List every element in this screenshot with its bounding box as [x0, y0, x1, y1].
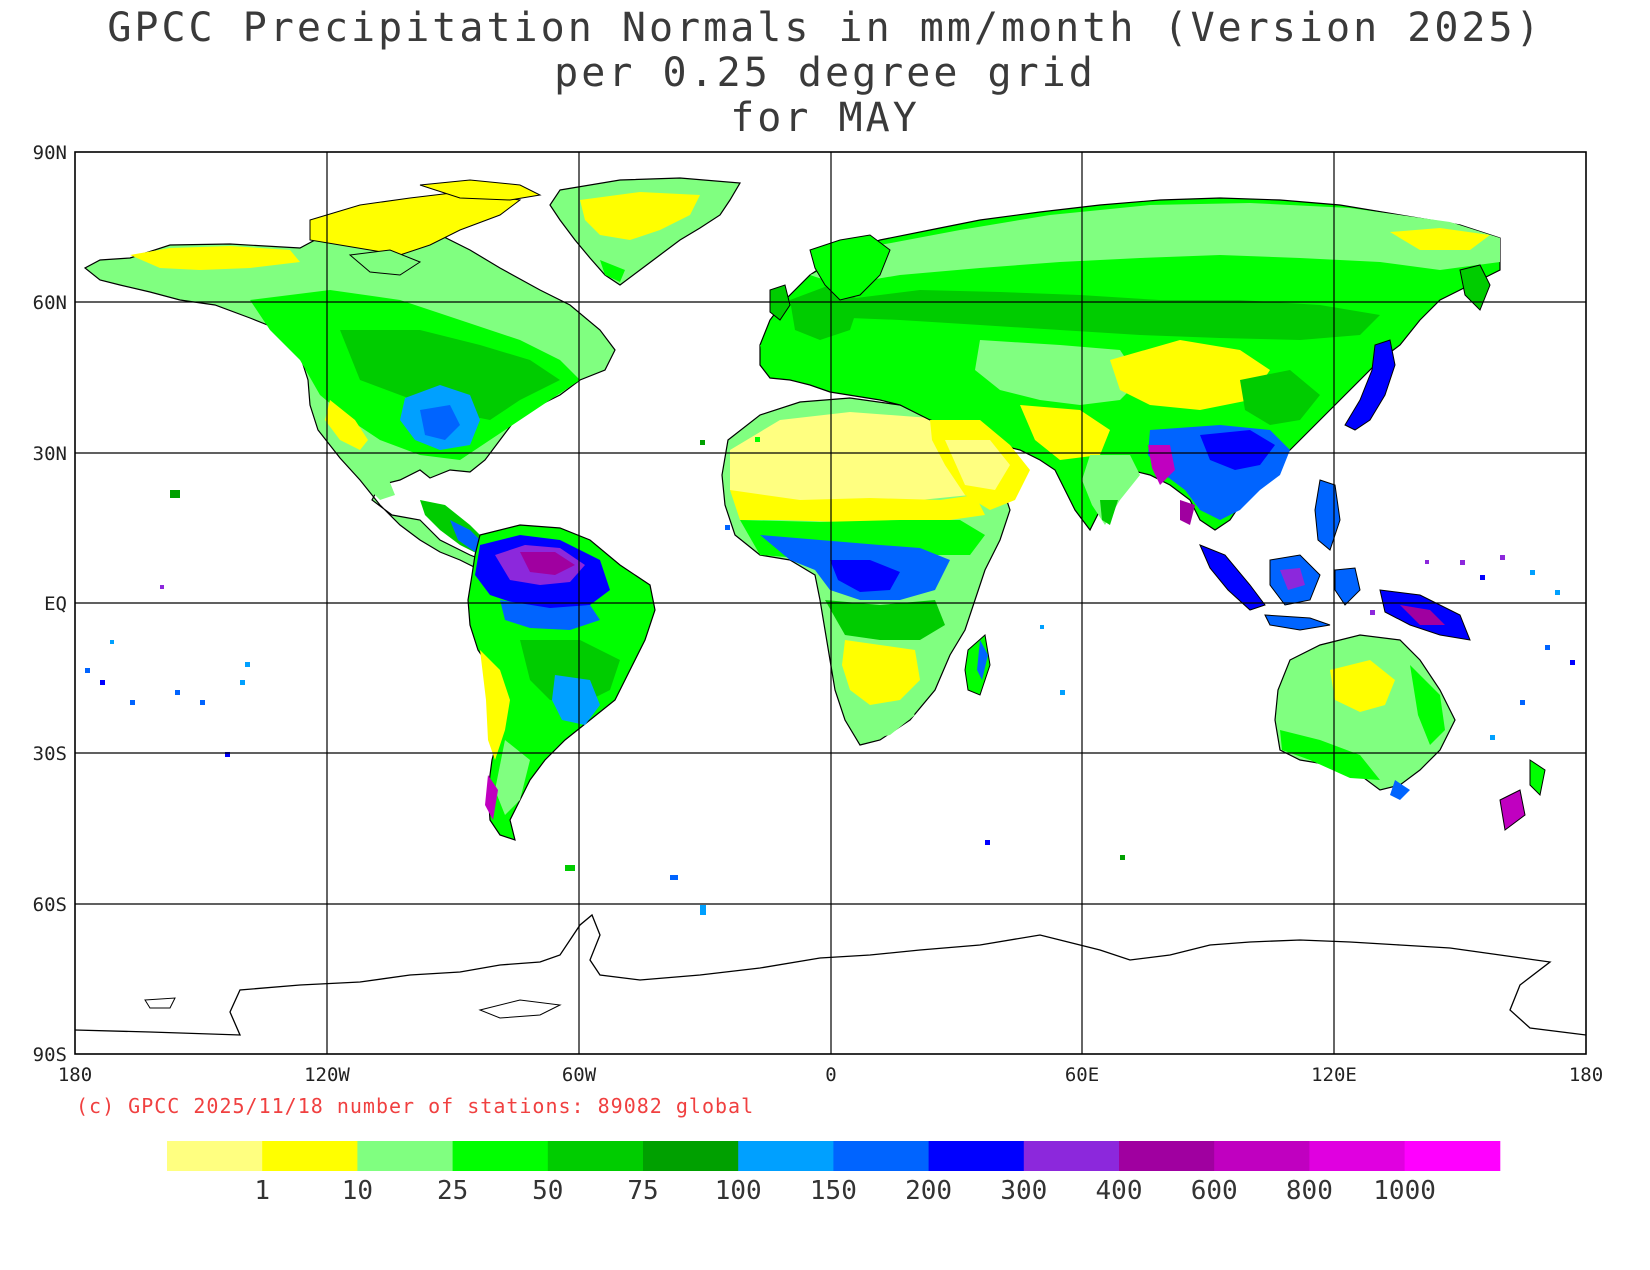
lat-label-90s: 90S — [33, 1044, 67, 1066]
lon-label-0: 0 — [825, 1064, 836, 1086]
lat-label-90n: 90N — [33, 142, 67, 164]
colorbar-swatch — [262, 1141, 358, 1171]
colorbar: 1 10 25 50 75 100 150 200 300 400 600 800 1000 — [167, 1141, 1501, 1206]
latitude-axis: 90N 60N 30N EQ 30S 60S 90S — [33, 142, 67, 1066]
colorbar-swatch — [547, 1141, 644, 1171]
land-layer — [75, 177, 1586, 1036]
colorbar-swatch — [643, 1141, 739, 1171]
colorbar-swatch — [167, 1141, 263, 1171]
lat-label-30n: 30N — [33, 443, 67, 465]
colorbar-label: 100 — [715, 1176, 762, 1206]
lat-label-30s: 30S — [33, 743, 67, 765]
colorbar-swatch — [1309, 1141, 1406, 1171]
lon-label-120w: 120W — [304, 1064, 350, 1086]
colorbar-label: 300 — [1000, 1176, 1047, 1206]
lon-label-60w: 60W — [562, 1064, 597, 1086]
colorbar-label: 10 — [342, 1176, 373, 1206]
credit-text: (c) GPCC 2025/11/18 number of stations: … — [76, 1094, 754, 1118]
colorbar-swatch — [928, 1141, 1025, 1171]
map-frame — [74, 151, 1587, 1055]
sulawesi-landmass — [1334, 567, 1361, 606]
title-line-1: GPCC Precipitation Normals in mm/month (… — [107, 5, 1543, 51]
scandinavia-landmass — [809, 234, 891, 301]
colorbar-swatch — [738, 1141, 834, 1171]
colorbar-label: 150 — [810, 1176, 857, 1206]
sumatra-landmass — [1199, 544, 1266, 611]
colorbar-swatch — [1214, 1141, 1310, 1171]
colorbar-label: 600 — [1191, 1176, 1238, 1206]
colorbar-swatch — [833, 1141, 930, 1171]
colorbar-label: 200 — [905, 1176, 952, 1206]
graticule — [75, 152, 1586, 1054]
lat-label-60s: 60S — [33, 894, 67, 916]
lon-label-180e: 180 — [1569, 1064, 1603, 1086]
lon-label-120e: 120E — [1311, 1064, 1357, 1086]
colorbar-label: 75 — [627, 1176, 658, 1206]
lon-label-180w: 180 — [58, 1064, 92, 1086]
colorbar-label: 25 — [437, 1176, 468, 1206]
lon-label-60e: 60E — [1065, 1064, 1099, 1086]
new-zealand-landmass — [1529, 759, 1546, 797]
colorbar-swatch — [357, 1141, 454, 1171]
colorbar-label: 800 — [1286, 1176, 1333, 1206]
colorbar-label: 400 — [1096, 1176, 1143, 1206]
lat-label-60n: 60N — [33, 292, 67, 314]
colorbar-label: 1000 — [1373, 1176, 1436, 1206]
japan-landmass — [1344, 339, 1396, 431]
colorbar-swatch — [452, 1141, 549, 1171]
colorbar-label: 1 — [254, 1176, 270, 1206]
java-landmass — [1264, 614, 1331, 631]
colorbar-swatch — [1023, 1141, 1120, 1171]
colorbar-swatch — [1119, 1141, 1215, 1171]
lat-label-eq: EQ — [44, 593, 67, 615]
antarctica-outline — [75, 913, 1586, 1036]
colorbar-label: 50 — [532, 1176, 563, 1206]
map-title: GPCC Precipitation Normals in mm/month (… — [0, 6, 1650, 141]
title-line-3: for MAY — [730, 95, 920, 141]
colorbar-swatch — [1404, 1141, 1501, 1171]
longitude-axis: 180 120W 60W 0 60E 120E 180 — [58, 1064, 1603, 1086]
title-line-2: per 0.25 degree grid — [554, 50, 1096, 96]
pacific-islands — [85, 437, 1575, 915]
